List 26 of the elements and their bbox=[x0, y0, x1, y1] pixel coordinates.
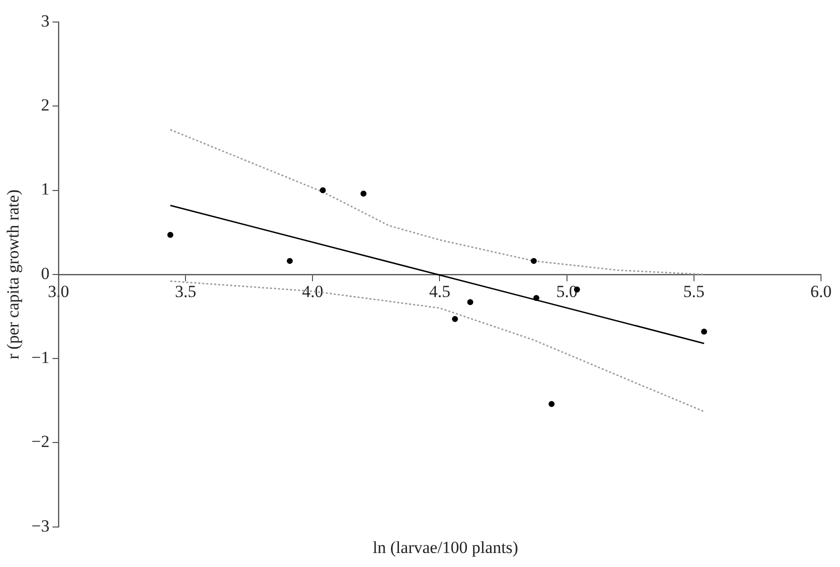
x-axis-title: ln (larvae/100 plants) bbox=[372, 538, 520, 558]
y-tick-label: −1 bbox=[31, 348, 50, 367]
y-tick-label: −3 bbox=[31, 516, 50, 536]
x-tick-label: 4.0 bbox=[302, 282, 324, 302]
x-tick-label: 4.5 bbox=[429, 282, 450, 302]
point bbox=[467, 299, 474, 306]
line-series bbox=[170, 280, 705, 412]
point bbox=[530, 258, 537, 264]
point bbox=[548, 400, 555, 407]
point bbox=[701, 328, 708, 335]
y-tick-label: 1 bbox=[40, 180, 50, 199]
y-tick-label: 0 bbox=[40, 264, 50, 283]
line-series bbox=[170, 128, 705, 276]
x-tick-label: 3.5 bbox=[174, 282, 196, 302]
point bbox=[533, 294, 540, 301]
point bbox=[167, 232, 174, 238]
point bbox=[320, 187, 326, 194]
y-tick-label: 2 bbox=[40, 96, 50, 115]
y-axis-title: r (per capita growth rate) bbox=[4, 189, 23, 360]
x-tick-label: 6.0 bbox=[810, 282, 832, 302]
y-tick-label: 3 bbox=[40, 11, 50, 30]
y-tick-label: −2 bbox=[31, 432, 50, 452]
point bbox=[286, 258, 293, 264]
point bbox=[452, 316, 458, 322]
x-tick-label: 5.5 bbox=[683, 282, 705, 302]
point bbox=[360, 190, 366, 197]
